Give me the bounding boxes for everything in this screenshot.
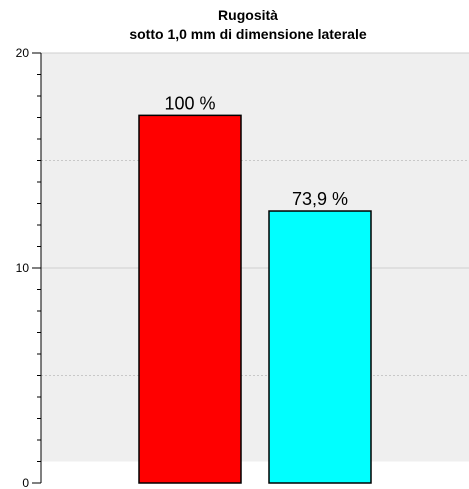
bar-2 bbox=[268, 210, 372, 484]
y-tick-label-2: 20 bbox=[16, 46, 30, 60]
bar-1 bbox=[138, 114, 242, 484]
y-tick-label-0: 0 bbox=[22, 476, 29, 489]
plot-background-band bbox=[41, 53, 469, 462]
chart-subtitle: sotto 1,0 mm di dimensione laterale bbox=[129, 26, 367, 42]
y-tick-label-1: 10 bbox=[16, 261, 30, 275]
plot-area: 0 10 20 100 % 73,9 % bbox=[16, 46, 469, 489]
data-label-2: 73,9 % bbox=[292, 189, 348, 209]
chart-title: Rugosità bbox=[218, 7, 278, 23]
data-label-1: 100 % bbox=[164, 93, 215, 113]
